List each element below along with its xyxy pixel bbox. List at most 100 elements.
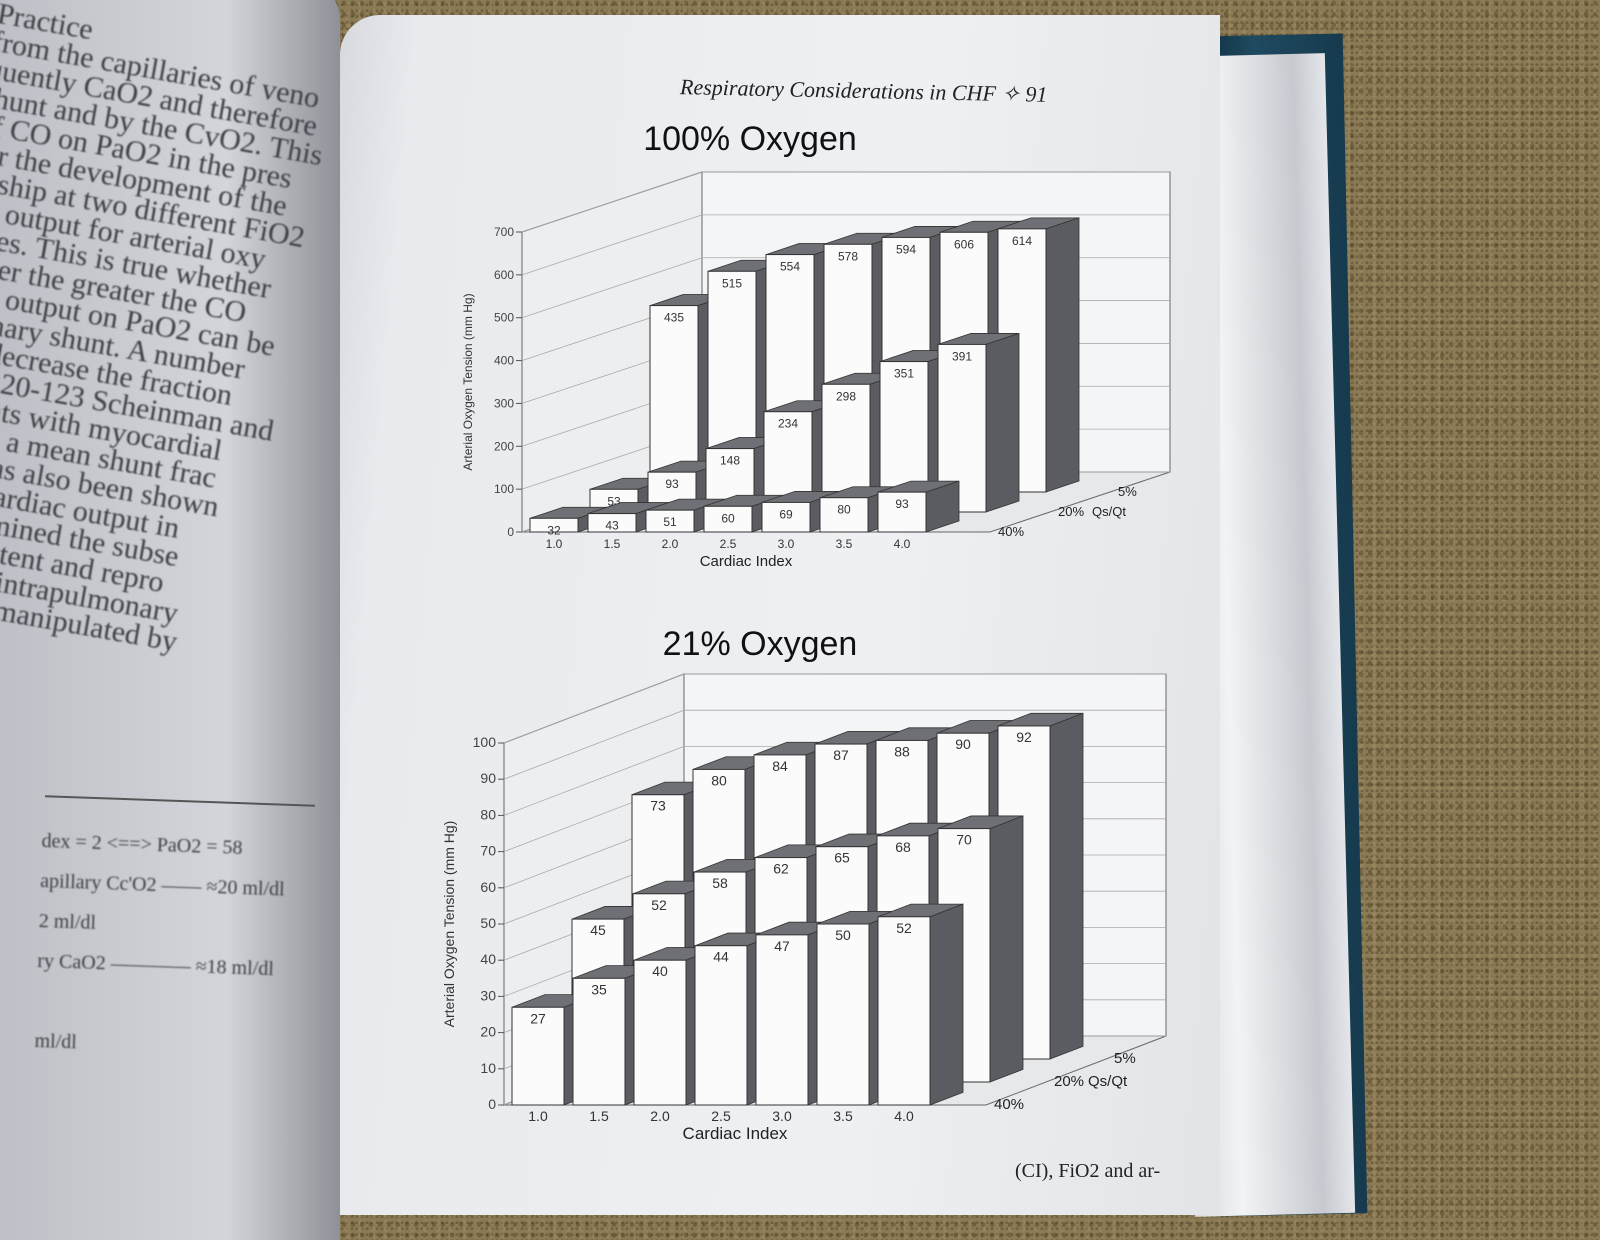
chart-0: 100% Oxygen01002003004005006007004355155… [461,120,1171,570]
bar-value-label: 52 [896,920,912,936]
left-page: Practice from the capillaries of veno quen… [0,0,340,1240]
y-tick-label: 30 [480,987,496,1003]
bar-40%-3.0 [761,501,811,533]
y-tick-label: 700 [494,225,514,239]
series-depth-label: 40% [994,1096,1024,1113]
bar-40%-1.0 [511,1006,565,1106]
bar-value-label: 69 [779,507,793,521]
bar-value-label: 606 [954,237,974,251]
bar-value-label: 50 [835,927,851,943]
bar-side [989,815,1024,1083]
charts-figure: 100% Oxygen01002003004005006007004355155… [441,120,1171,1143]
chart-gridline [503,673,1166,744]
bar-value-label: 27 [530,1010,546,1026]
x-axis-label: Cardiac Index [683,1124,788,1143]
bar-value-label: 44 [713,949,729,965]
y-tick-label: 600 [494,268,514,282]
bar-value-label: 84 [772,758,788,774]
x-tick-label: 3.0 [772,1108,792,1124]
depth-axis-label: Qs/Qt [1088,1073,1128,1090]
bar-value-label: 70 [956,832,972,848]
chart-title: 100% Oxygen [643,120,857,158]
bar-value-label: 68 [895,839,911,855]
series-depth-label: 20% [1058,504,1084,519]
y-tick-label: 200 [494,439,514,453]
series-depth-label: 5% [1114,1050,1136,1067]
bar-40%-3.5 [816,923,870,1106]
bar-value-label: 298 [836,389,856,403]
bar-value-label: 51 [663,515,677,529]
x-tick-label: 3.0 [778,537,795,551]
y-tick-label: 20 [480,1024,496,1040]
bar-40%-4.0 [877,491,927,533]
bar-value-label: 43 [605,519,619,533]
x-axis-label: Cardiac Index [700,553,793,570]
y-tick-label: 0 [507,525,514,539]
y-tick-label: 100 [473,734,497,750]
y-tick-label: 50 [480,915,496,931]
x-tick-label: 1.0 [546,537,563,551]
bar-value-label: 93 [895,497,909,511]
bar-value-label: 391 [952,349,972,363]
y-tick-label: 500 [494,311,514,325]
x-tick-label: 1.5 [604,537,621,551]
bar-value-label: 62 [773,861,789,877]
x-tick-label: 1.5 [589,1108,609,1124]
bar-value-label: 90 [955,736,971,752]
bar-side [985,332,1020,513]
bar-value-label: 60 [721,511,735,525]
bar-value-label: 35 [591,981,607,997]
bar-value-label: 93 [665,477,679,491]
bar-value-label: 554 [780,260,800,274]
y-tick-label: 400 [494,354,514,368]
bar-40%-1.5 [572,977,626,1106]
chart-gridline [521,214,1170,276]
y-axis-label: Arterial Oxygen Tension (mm Hg) [461,293,475,470]
bar-value-label: 234 [778,417,798,431]
y-tick-label: 0 [488,1096,496,1112]
bar-40%-1.5 [587,513,637,533]
bar-value-label: 148 [720,454,740,468]
chart-1: 21% Oxygen 0 10 20 30 40 50 60 70 80 90 100 73 80 84 87… [441,625,1167,1143]
x-tick-label: 2.5 [720,537,737,551]
y-tick-label: 60 [480,879,496,895]
chart-gridline [521,171,1170,233]
y-axis-label: Arterial Oxygen Tension (mm Hg) [441,821,457,1028]
bar-40%-2.0 [645,509,695,533]
bar-value-label: 73 [650,798,666,814]
bar-value-label: 435 [664,311,684,325]
bar-value-label: 92 [1016,729,1032,745]
bar-value-label: 614 [1012,234,1032,248]
y-tick-label: 70 [480,843,496,859]
bar-value-label: 351 [894,367,914,381]
bar-value-label: 45 [590,922,606,938]
y-tick-label: 90 [480,770,496,786]
bar-side [1045,217,1080,493]
x-tick-label: 1.0 [528,1108,548,1124]
x-tick-label: 2.0 [662,537,679,551]
depth-axis-label: Qs/Qt [1092,504,1126,519]
bar-value-label: 52 [651,897,667,913]
bar-value-label: 80 [837,503,851,517]
x-tick-label: 2.0 [650,1108,670,1124]
bar-40%-1.0 [529,517,579,533]
y-tick-label: 80 [480,806,496,822]
bar-40%-4.0 [877,916,931,1106]
y-tick-label: 100 [494,482,514,496]
y-tick-label: 10 [480,1060,496,1076]
x-tick-label: 4.0 [894,537,911,551]
bar-value-label: 87 [833,747,849,763]
bar-side [929,903,964,1106]
bar-value-label: 578 [838,249,858,263]
bar-40%-3.5 [819,497,869,533]
bar-40%-2.0 [633,959,687,1106]
bar-value-label: 88 [894,743,910,759]
bar-value-label: 58 [712,875,728,891]
bar-value-label: 65 [834,850,850,866]
bar-40%-3.0 [755,934,809,1106]
bar-value-label: 515 [722,276,742,290]
bar-value-label: 47 [774,938,790,954]
series-depth-label: 40% [998,524,1024,539]
x-tick-label: 3.5 [833,1108,853,1124]
y-tick-label: 300 [494,396,514,410]
